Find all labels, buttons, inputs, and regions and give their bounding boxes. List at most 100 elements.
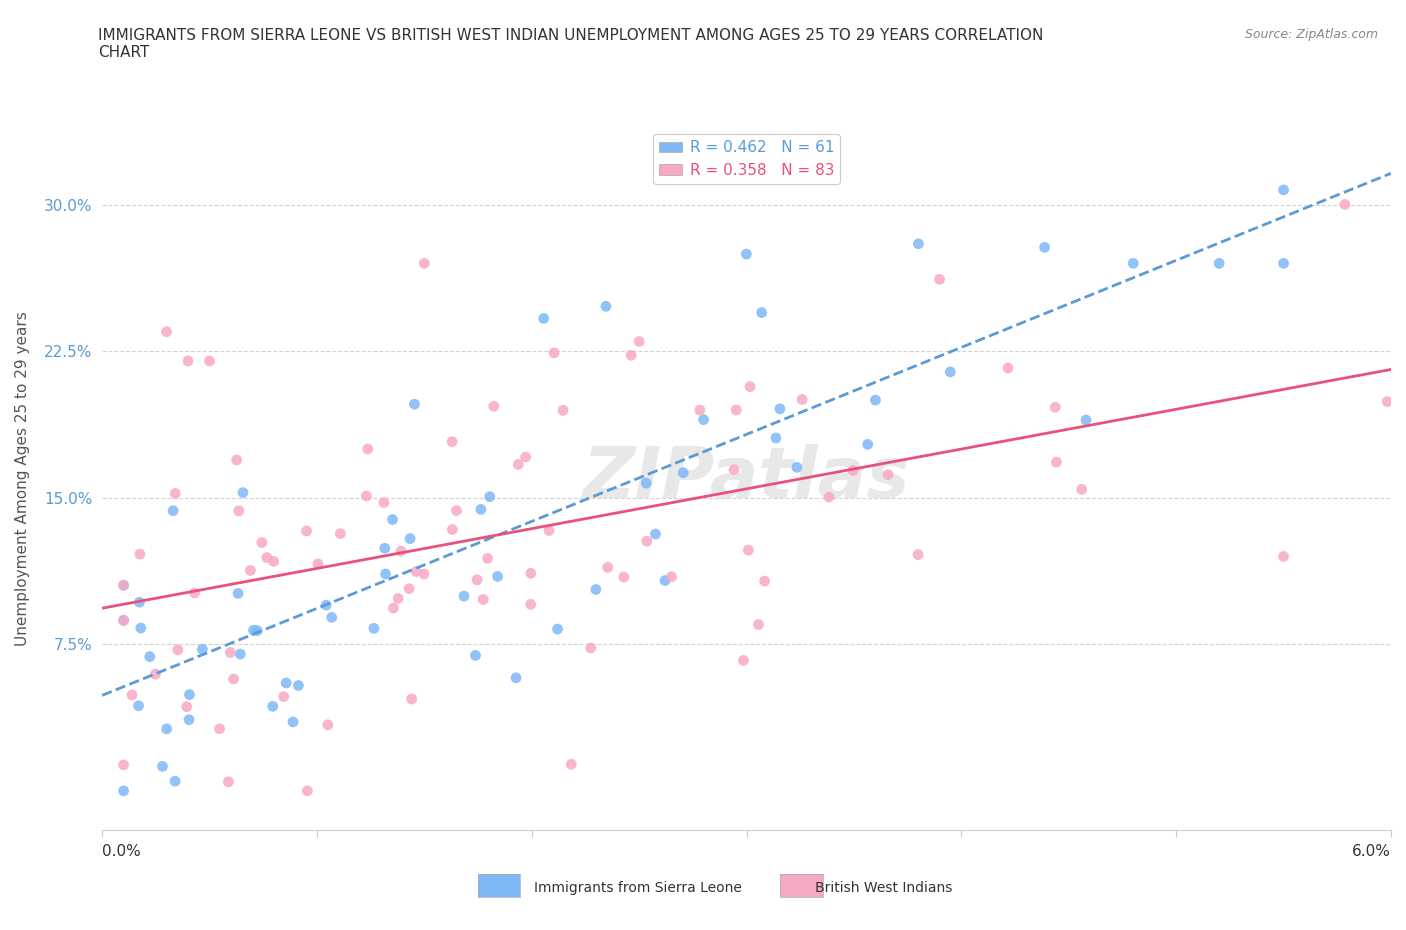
Point: [644, 526, 666, 541]
Legend: R = 0.462   N = 61, R = 0.358   N = 83: R = 0.462 N = 61, R = 0.358 N = 83: [652, 134, 841, 184]
Point: [387, 591, 409, 605]
Point: [262, 699, 284, 714]
Point: [112, 757, 135, 772]
Point: [1272, 549, 1295, 564]
Point: [595, 299, 617, 313]
Point: [177, 712, 200, 727]
Point: [165, 774, 187, 789]
Point: [128, 595, 150, 610]
Point: [166, 643, 188, 658]
Point: [357, 442, 380, 457]
Point: [398, 581, 420, 596]
Point: [162, 503, 184, 518]
Point: [399, 531, 422, 546]
Point: [177, 353, 200, 368]
Point: [738, 379, 761, 394]
Point: [551, 403, 574, 418]
Point: [477, 551, 499, 565]
Point: [1272, 182, 1295, 197]
Text: Source: ZipAtlas.com: Source: ZipAtlas.com: [1244, 28, 1378, 41]
Point: [239, 563, 262, 578]
Point: [446, 503, 468, 518]
Point: [769, 402, 792, 417]
Point: [654, 573, 676, 588]
Point: [295, 524, 318, 538]
Point: [472, 592, 495, 607]
Point: [128, 547, 150, 562]
Point: [519, 565, 541, 580]
Point: [246, 623, 269, 638]
Point: [1045, 400, 1067, 415]
Point: [441, 434, 464, 449]
Point: [737, 543, 759, 558]
Point: [1122, 256, 1144, 271]
Point: [287, 678, 309, 693]
Point: [139, 649, 162, 664]
Point: [754, 574, 776, 589]
Point: [374, 566, 396, 581]
Point: [404, 397, 426, 412]
Point: [505, 671, 527, 685]
Point: [620, 348, 643, 363]
Point: [939, 365, 962, 379]
Point: [596, 560, 619, 575]
Point: [112, 578, 135, 592]
Point: [478, 489, 501, 504]
Point: [128, 698, 150, 713]
Point: [176, 699, 198, 714]
Point: [1334, 197, 1357, 212]
Point: [307, 556, 329, 571]
Y-axis label: Unemployment Among Ages 25 to 29 years: Unemployment Among Ages 25 to 29 years: [15, 311, 30, 645]
Point: [413, 566, 436, 581]
Point: [273, 689, 295, 704]
Text: Immigrants from Sierra Leone: Immigrants from Sierra Leone: [534, 881, 742, 896]
Point: [628, 334, 651, 349]
Point: [725, 403, 748, 418]
Point: [928, 272, 950, 286]
Point: [547, 621, 569, 636]
Point: [389, 544, 412, 559]
Point: [401, 692, 423, 707]
Point: [413, 256, 436, 271]
Point: [225, 453, 247, 468]
Point: [329, 526, 352, 541]
Point: [661, 569, 683, 584]
Point: [112, 613, 135, 628]
Point: [281, 714, 304, 729]
Point: [543, 345, 565, 360]
Point: [877, 467, 900, 482]
Point: [232, 485, 254, 500]
Point: [636, 475, 658, 490]
Point: [842, 463, 865, 478]
Text: British West Indians: British West Indians: [815, 881, 953, 896]
Point: [533, 311, 555, 325]
Point: [508, 457, 530, 472]
Point: [1272, 256, 1295, 271]
Point: [381, 512, 404, 527]
Point: [1208, 256, 1230, 271]
Point: [382, 601, 405, 616]
Point: [179, 687, 201, 702]
Point: [217, 775, 239, 790]
Point: [165, 486, 187, 501]
Point: [374, 541, 396, 556]
Point: [818, 489, 841, 504]
Point: [441, 522, 464, 537]
Text: ZIPatlas: ZIPatlas: [583, 444, 910, 512]
Point: [250, 535, 273, 550]
Point: [765, 431, 787, 445]
Point: [733, 653, 755, 668]
Point: [464, 648, 486, 663]
Point: [751, 305, 773, 320]
Point: [121, 687, 143, 702]
Point: [228, 503, 250, 518]
Point: [689, 403, 711, 418]
Point: [1070, 482, 1092, 497]
Point: [692, 412, 714, 427]
Point: [585, 582, 607, 597]
Text: 6.0%: 6.0%: [1353, 844, 1391, 859]
Point: [242, 623, 264, 638]
Point: [465, 572, 488, 587]
Point: [865, 392, 887, 407]
Point: [1376, 394, 1399, 409]
